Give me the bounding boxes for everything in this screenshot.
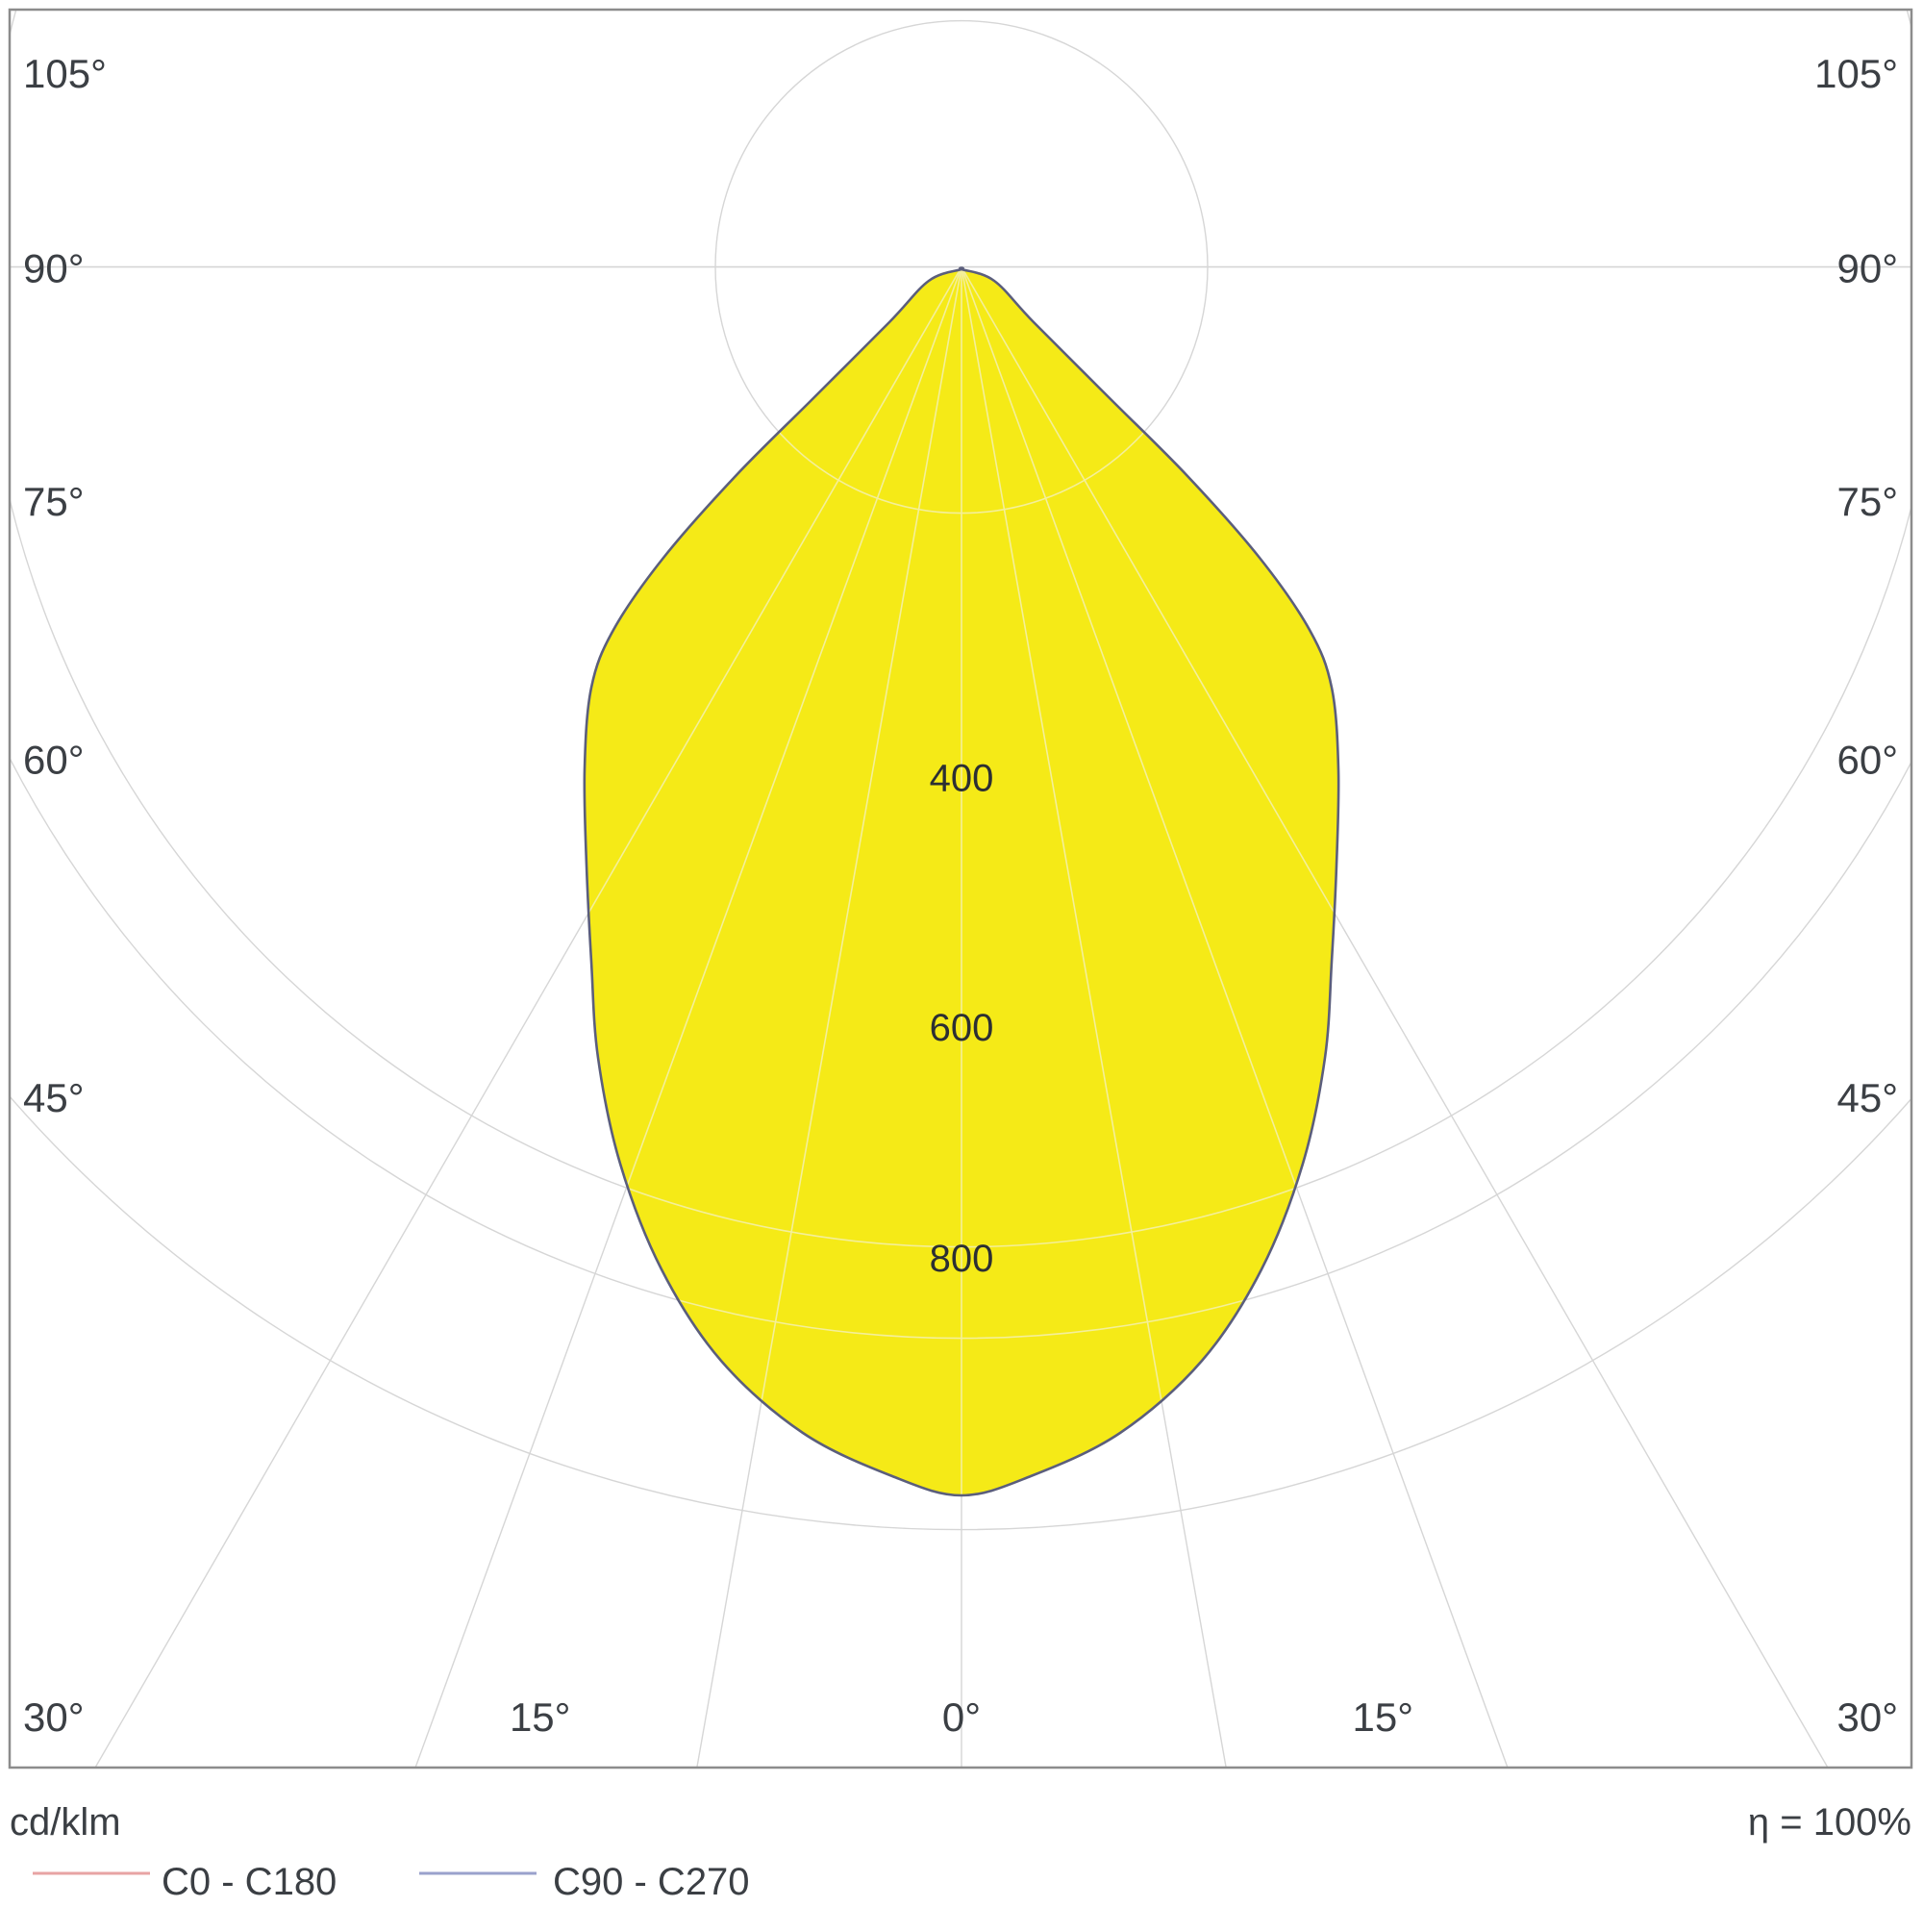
svg-text:60°: 60°	[23, 738, 85, 783]
svg-text:cd/klm: cd/klm	[10, 1801, 121, 1844]
svg-text:75°: 75°	[1836, 479, 1898, 524]
svg-text:30°: 30°	[23, 1694, 85, 1740]
svg-text:105°: 105°	[1814, 51, 1898, 96]
svg-text:30°: 30°	[1836, 1694, 1898, 1740]
svg-text:45°: 45°	[1836, 1075, 1898, 1120]
svg-text:105°: 105°	[23, 51, 107, 96]
svg-text:15°: 15°	[1353, 1694, 1414, 1740]
svg-text:75°: 75°	[23, 479, 85, 524]
svg-text:60°: 60°	[1836, 738, 1898, 783]
svg-text:90°: 90°	[23, 246, 85, 291]
svg-text:C0 - C180: C0 - C180	[162, 1861, 337, 1903]
svg-text:45°: 45°	[23, 1075, 85, 1120]
svg-text:0°: 0°	[942, 1694, 981, 1740]
svg-text:800: 800	[930, 1238, 994, 1280]
svg-text:400: 400	[930, 758, 994, 800]
svg-text:η = 100%: η = 100%	[1748, 1801, 1911, 1844]
svg-text:90°: 90°	[1836, 246, 1898, 291]
svg-text:600: 600	[930, 1007, 994, 1049]
svg-text:C90 - C270: C90 - C270	[553, 1861, 750, 1903]
svg-text:15°: 15°	[510, 1694, 571, 1740]
